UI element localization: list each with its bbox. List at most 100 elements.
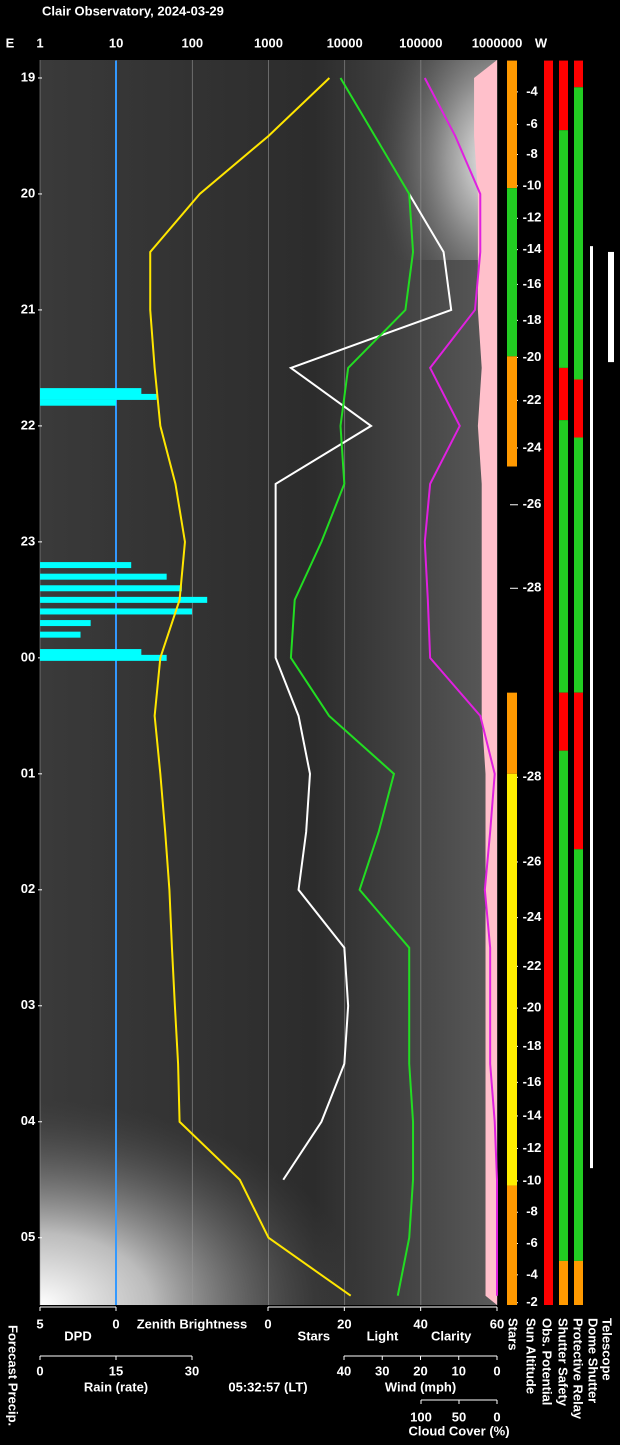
sun-altitude-label: -20 [523, 1000, 542, 1015]
series-line [289, 77, 415, 1296]
status-segment [608, 251, 614, 363]
x-tick-label: 40 [413, 1316, 427, 1331]
sun-altitude-label: -2 [526, 1294, 538, 1309]
sun-altitude-label: -28 [523, 769, 542, 784]
sun-altitude-label: -8 [526, 146, 538, 161]
status-segment [574, 379, 583, 438]
y-tick-label: 02 [21, 881, 35, 896]
rain-bar [40, 631, 81, 638]
sun-altitude-label: -6 [526, 1235, 538, 1250]
axis-label: DPD [64, 1328, 91, 1343]
x-tick-label: 20 [413, 1363, 427, 1378]
x-tick-label: 50 [452, 1409, 466, 1424]
chart-title: Clair Observatory, 2024-03-29 [42, 3, 224, 18]
axis-label: Clarity [431, 1328, 472, 1343]
status-segment [559, 750, 568, 1261]
y-tick-label: 19 [21, 69, 35, 84]
status-segment [574, 87, 583, 380]
east-label: E [6, 35, 15, 50]
rain-bar [40, 608, 192, 615]
sun-altitude-label: -22 [523, 958, 542, 973]
y-tick-label: 01 [21, 765, 35, 780]
status-segment [574, 1260, 583, 1305]
status-segment [574, 692, 583, 850]
column-label: Stars [506, 1318, 521, 1351]
x-tick-label: 0 [264, 1316, 271, 1331]
status-segment [559, 420, 568, 693]
status-segment [559, 1260, 568, 1305]
sun-altitude-label: -16 [523, 1074, 542, 1089]
forecast-label: Forecast Precip. [6, 1325, 21, 1426]
status-segment [544, 60, 553, 1306]
column-label: Telescope [600, 1318, 615, 1381]
status-segment [507, 188, 517, 357]
status-segment [574, 849, 583, 1261]
sun-altitude-label: -14 [523, 241, 543, 256]
x-tick-label: 1 [36, 35, 43, 50]
sun-altitude-label: -8 [526, 1204, 538, 1219]
x-tick-label: 60 [490, 1316, 504, 1331]
status-segment [507, 1185, 517, 1305]
status-segment [507, 773, 517, 1186]
y-tick-label: 21 [21, 301, 35, 316]
sun-altitude-label: -4 [526, 83, 538, 98]
x-tick-label: 30 [185, 1363, 199, 1378]
sun-altitude-label: -10 [523, 177, 542, 192]
x-tick-label: 15 [109, 1363, 123, 1378]
status-segment [559, 60, 568, 131]
rain-bar [40, 596, 208, 603]
column-label: Obs. Potential [540, 1318, 555, 1405]
x-tick-label: 0 [493, 1409, 500, 1424]
sun-altitude-label: -22 [523, 392, 542, 407]
series-area [474, 60, 497, 1305]
x-tick-label: 20 [337, 1316, 351, 1331]
sun-altitude-label: -4 [526, 1266, 538, 1281]
column-label: Shutter Safety [556, 1318, 571, 1407]
x-tick-label: 100 [410, 1409, 432, 1424]
rain-bar [40, 399, 116, 406]
x-tick-label: 30 [375, 1363, 389, 1378]
axis-label: Rain (rate) [84, 1379, 148, 1394]
rain-bar [40, 393, 157, 400]
x-tick-label: 0 [493, 1363, 500, 1378]
series-line [423, 77, 498, 1296]
x-tick-label: 1000000 [472, 35, 523, 50]
sun-altitude-label: -18 [523, 312, 542, 327]
x-tick-label: 100000 [399, 35, 442, 50]
axis-label: Stars [298, 1328, 331, 1343]
x-tick-label: 100 [181, 35, 203, 50]
status-segment [574, 60, 583, 88]
column-label: Sun Altitude [524, 1318, 539, 1394]
sun-altitude-label: -12 [523, 210, 542, 225]
x-tick-label: 1000 [254, 35, 283, 50]
twilight-glow [40, 1100, 360, 1305]
status-segment [559, 130, 568, 368]
axis-label: Cloud Cover (%) [408, 1423, 509, 1438]
sun-altitude-label: -12 [523, 1140, 542, 1155]
rain-bar [40, 585, 182, 592]
rain-bar [40, 649, 142, 656]
column-label: Dome Shutter [586, 1318, 601, 1403]
sun-altitude-label: -24 [523, 439, 543, 454]
sun-altitude-label: -10 [523, 1172, 542, 1187]
status-segment [507, 356, 517, 467]
x-tick-label: 10 [452, 1363, 466, 1378]
west-label: W [535, 35, 548, 50]
y-tick-label: 03 [21, 997, 35, 1012]
status-segment [574, 437, 583, 693]
timestamp: 05:32:57 (LT) [228, 1379, 307, 1394]
column-label: Protective Relay [571, 1318, 586, 1420]
y-tick-label: 05 [21, 1229, 35, 1244]
rain-bar [40, 654, 167, 661]
y-tick-label: 20 [21, 185, 35, 200]
sun-altitude-label: -6 [526, 116, 538, 131]
status-segment [507, 692, 517, 774]
x-tick-label: 10 [109, 35, 123, 50]
rain-bar [40, 573, 167, 580]
x-tick-label: 0 [36, 1363, 43, 1378]
sun-altitude-label: -20 [523, 349, 542, 364]
status-segment [559, 692, 568, 751]
series-line [149, 77, 352, 1297]
